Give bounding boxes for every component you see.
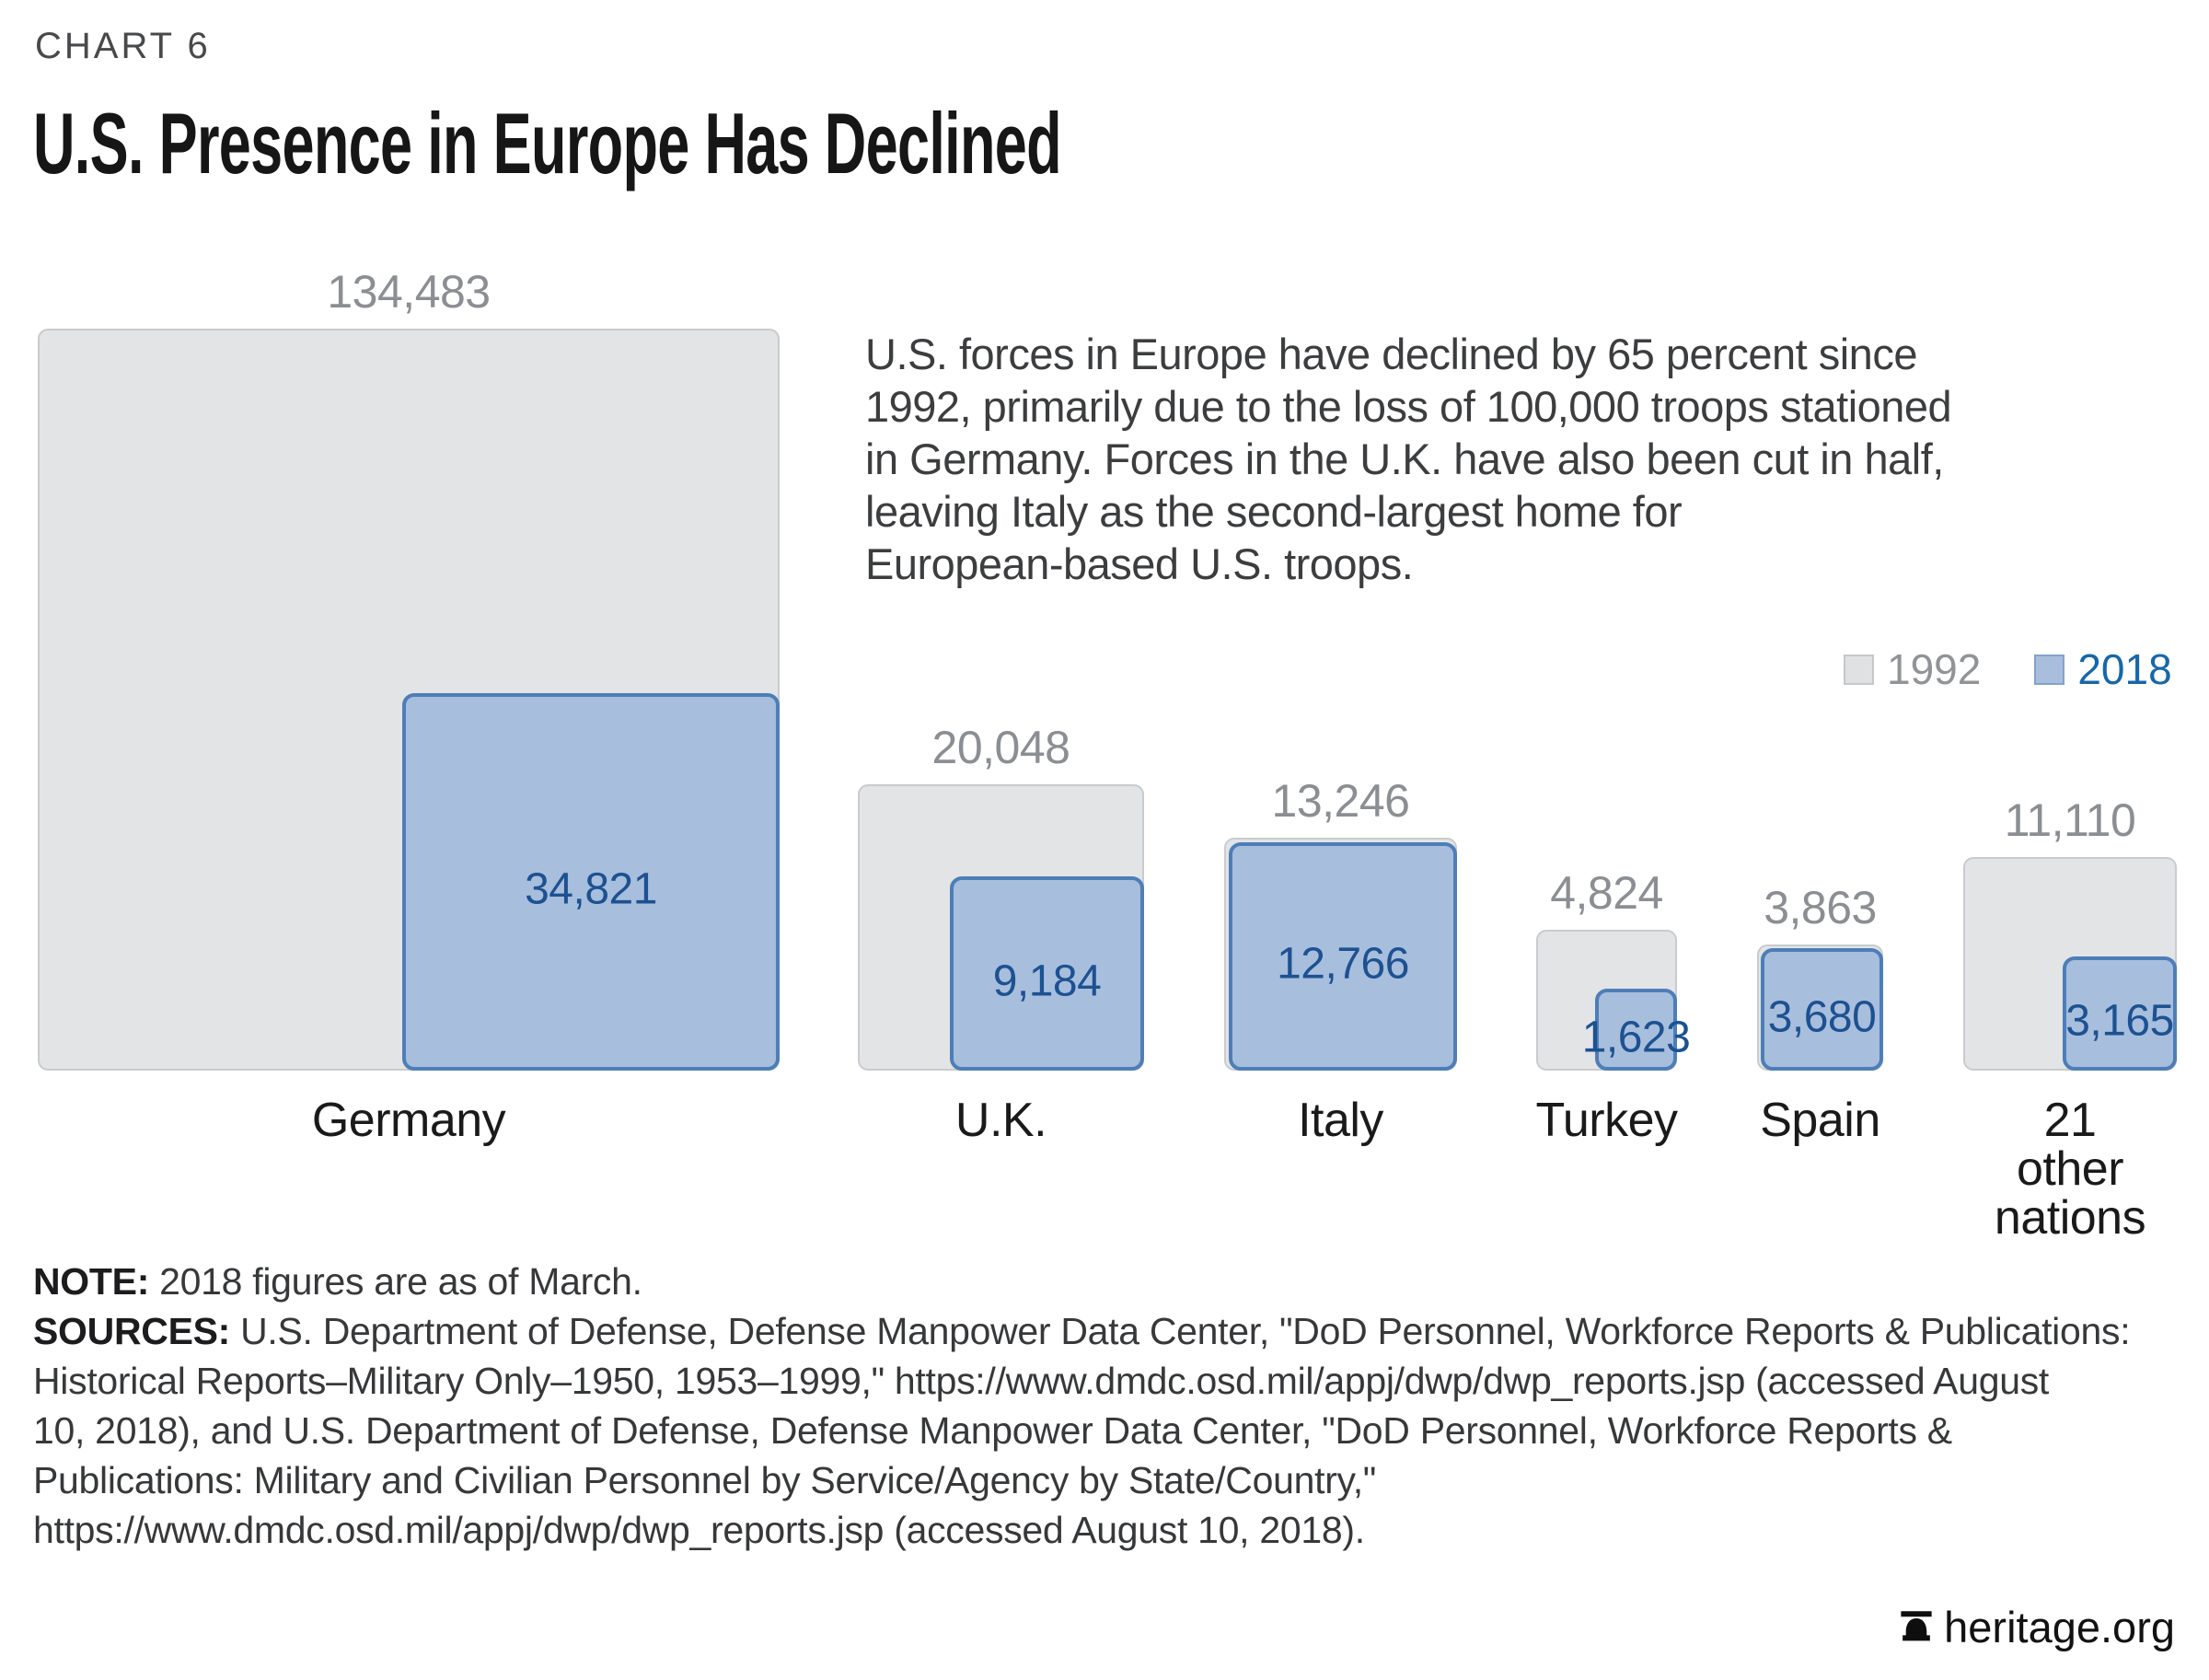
- value-label-2018: 1,623: [1581, 1013, 1691, 1061]
- description-line: leaving Italy as the second-largest home…: [865, 487, 1683, 536]
- sources-text: U.S. Department of Defense, Defense Manp…: [240, 1310, 2131, 1352]
- value-label-2018: 34,821: [525, 864, 657, 914]
- sources-line: 10, 2018), and U.S. Department of Defens…: [33, 1409, 1952, 1452]
- legend-label-1992: 1992: [1887, 645, 1982, 693]
- sources-line: Historical Reports–Military Only–1950, 1…: [33, 1360, 2049, 1402]
- sources-line: SOURCES: U.S. Department of Defense, Def…: [33, 1306, 2131, 1356]
- sources-line: Publications: Military and Civilian Pers…: [33, 1459, 1377, 1501]
- value-label-2018: 3,165: [2065, 996, 2174, 1046]
- description-line: U.S. forces in Europe have declined by 6…: [865, 330, 1917, 378]
- value-label-1992: 13,246: [1271, 775, 1410, 827]
- country-label: Italy: [1298, 1094, 1383, 1147]
- square-2018: [950, 876, 1144, 1071]
- note-line: NOTE: 2018 figures are as of March.: [33, 1257, 2130, 1306]
- country-label: Germany: [311, 1094, 506, 1147]
- square-2018: [1595, 989, 1677, 1071]
- value-label-2018: 3,680: [1767, 992, 1877, 1041]
- value-label-1992: 134,483: [327, 266, 491, 318]
- value-label-2018: 9,184: [992, 956, 1102, 1005]
- square-2018: [1761, 948, 1883, 1071]
- description-line: in Germany. Forces in the U.K. have also…: [865, 434, 1944, 483]
- legend-item-2018: 2018: [2034, 644, 2172, 694]
- description-line: European-based U.S. troops.: [865, 539, 1414, 588]
- brand-text: heritage.org: [1944, 1603, 2175, 1651]
- value-label-1992: 3,863: [1764, 882, 1877, 933]
- country-label: Spain: [1760, 1094, 1880, 1147]
- value-label-1992: 4,824: [1550, 867, 1663, 919]
- country-label: 21 other nations: [1994, 1094, 2146, 1245]
- value-label-2018: 12,766: [1277, 939, 1409, 989]
- note-and-sources: NOTE: 2018 figures are as of March. SOUR…: [33, 1257, 2131, 1555]
- chart-kicker: CHART 6: [35, 26, 211, 66]
- country-label: U.K.: [954, 1094, 1047, 1147]
- brand-footer: heritage.org: [1899, 1602, 2175, 1652]
- square-2018: [2063, 956, 2177, 1071]
- country-label: Turkey: [1535, 1094, 1679, 1147]
- sources-line: https://www.dmdc.osd.mil/appj/dwp/dwp_re…: [33, 1509, 1365, 1551]
- value-label-1992: 20,048: [931, 722, 1070, 773]
- legend-item-1992: 1992: [1844, 644, 1981, 694]
- chart-description: U.S. forces in Europe have declined by 6…: [865, 328, 1952, 590]
- legend-label-2018: 2018: [2077, 645, 2172, 693]
- square-2018: [402, 693, 780, 1071]
- legend: 1992 2018: [1844, 644, 2172, 694]
- value-label-1992: 11,110: [2004, 794, 2136, 846]
- note-label: NOTE:: [33, 1260, 150, 1303]
- liberty-bell-icon: [1899, 1611, 1934, 1643]
- page-title: U.S. Presence in Europe Has Declined: [33, 95, 1062, 191]
- legend-swatch-2018-icon: [2034, 654, 2065, 685]
- sources-label: SOURCES:: [33, 1310, 231, 1352]
- description-line: 1992, primarily due to the loss of 100,0…: [865, 382, 1952, 431]
- square-2018: [1229, 842, 1457, 1071]
- legend-swatch-1992-icon: [1844, 654, 1874, 685]
- note-text: 2018 figures are as of March.: [159, 1260, 642, 1303]
